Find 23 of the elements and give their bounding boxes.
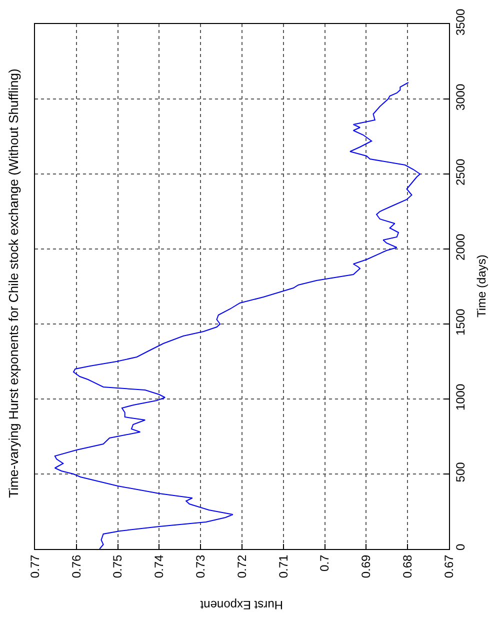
- x-tick-label: 0.75: [110, 554, 125, 578]
- x-tick-label: 0.74: [152, 554, 166, 578]
- x-tick-label: 0.7: [318, 554, 332, 572]
- y2-axis-title: Time (days): [474, 254, 488, 318]
- x-tick-label: 0.72: [234, 554, 249, 578]
- x-tick-label: 0.69: [359, 554, 374, 578]
- y2-tick-label: 1000: [453, 384, 468, 411]
- y2-tick-label: 1500: [453, 308, 468, 336]
- x-tick-label: 0.77: [28, 554, 42, 578]
- x-tick-label: 0.71: [276, 554, 290, 578]
- y2-tick-label: 0: [453, 544, 468, 551]
- y2-tick-label: 2000: [453, 234, 468, 261]
- x-tick-label: 0.67: [442, 554, 456, 578]
- y2-tick-label: 2500: [453, 158, 468, 186]
- y2-tick-label: 500: [453, 462, 468, 482]
- text: Time-varying Hurst exponents for Chile stock exchange (Without Shuffling): [6, 68, 22, 498]
- line-series: [54, 82, 421, 549]
- x-axis-title: Hurst Exponent: [200, 598, 283, 612]
- x-tick-label: 0.76: [69, 554, 84, 578]
- x-tick-label: 0.68: [400, 554, 414, 578]
- x-tick-label: 0.73: [194, 554, 208, 578]
- y2-tick-label: 3000: [453, 84, 468, 111]
- y2-tick-label: 3500: [453, 8, 468, 36]
